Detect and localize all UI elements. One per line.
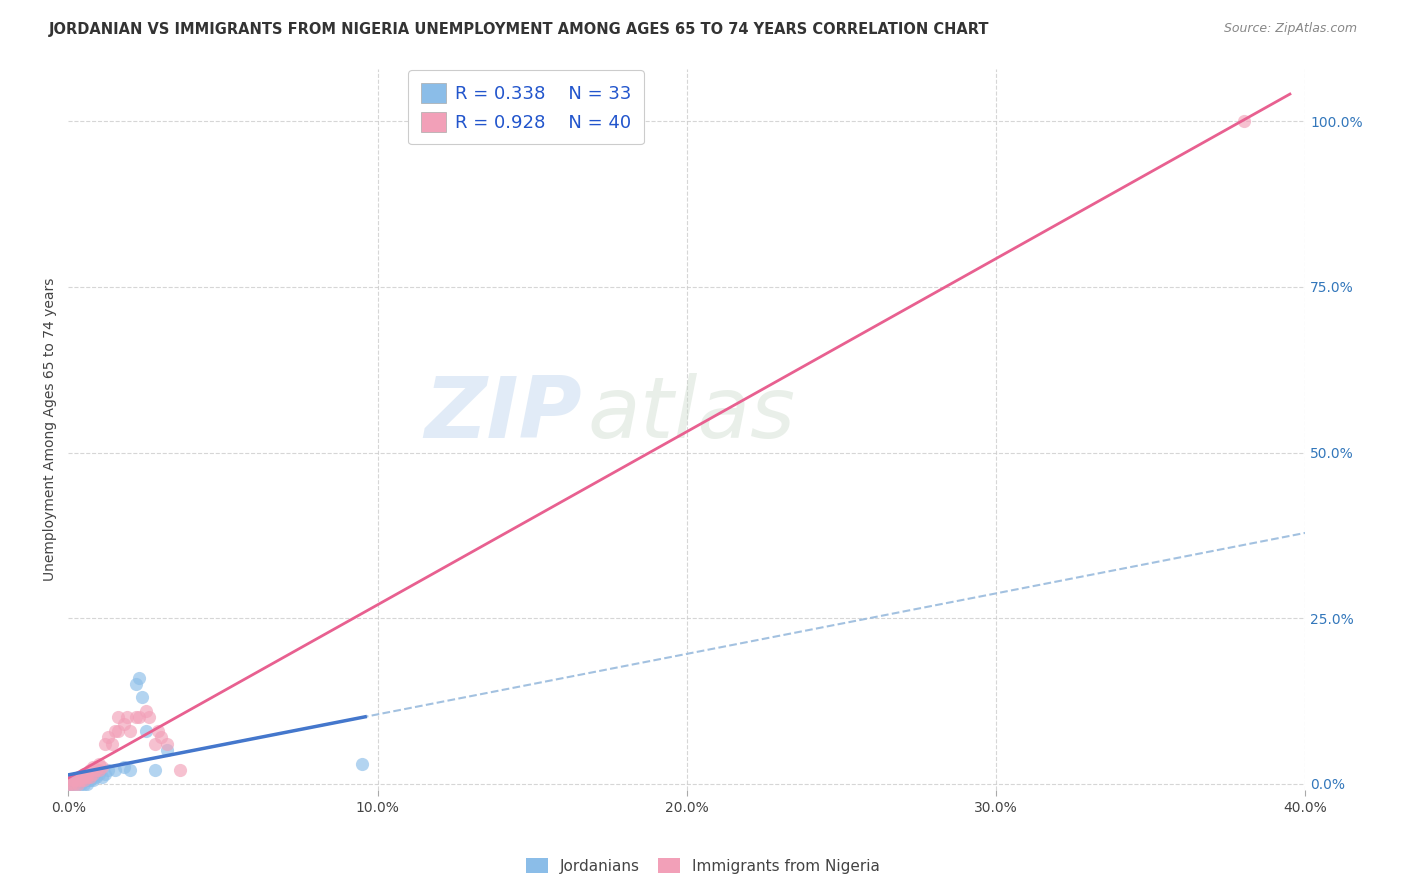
Point (79, 764, 101, 778)
Point (89, 766, 111, 780)
Point (1232, 114, 1254, 128)
Point (91, 770, 114, 784)
Point (146, 723, 169, 738)
Point (76, 770, 98, 784)
Point (107, 710, 129, 724)
Point (73, 776, 96, 790)
Point (97, 764, 120, 778)
Point (89, 756, 111, 771)
Point (94, 766, 117, 780)
Point (66, 773, 89, 788)
Point (76, 766, 98, 780)
Point (73, 773, 96, 788)
Point (58, 776, 80, 790)
Point (112, 760, 135, 774)
Point (76, 773, 98, 788)
Point (143, 764, 166, 778)
Point (125, 710, 148, 724)
Point (125, 677, 148, 691)
Point (63, 776, 86, 790)
Point (84, 764, 107, 778)
Point (66, 773, 89, 788)
Y-axis label: Unemployment Among Ages 65 to 74 years: Unemployment Among Ages 65 to 74 years (44, 277, 58, 581)
Point (97, 730, 120, 744)
Point (156, 743, 179, 757)
Point (120, 764, 142, 778)
Text: Source: ZipAtlas.com: Source: ZipAtlas.com (1223, 22, 1357, 36)
Point (156, 737, 179, 751)
Point (66, 776, 89, 790)
Point (135, 704, 157, 718)
Point (69, 773, 91, 788)
Text: atlas: atlas (588, 374, 796, 457)
Text: ZIP: ZIP (425, 374, 582, 457)
Point (79, 773, 101, 788)
Point (69, 770, 91, 784)
Point (352, 756, 374, 771)
Point (100, 737, 122, 751)
Point (143, 737, 166, 751)
Point (66, 776, 89, 790)
Point (128, 710, 150, 724)
Point (91, 760, 114, 774)
Point (120, 723, 142, 738)
Point (79, 770, 101, 784)
Point (169, 764, 191, 778)
Point (63, 776, 86, 790)
Point (89, 764, 111, 778)
Point (84, 770, 107, 784)
Point (115, 710, 138, 724)
Point (73, 770, 96, 784)
Point (131, 690, 153, 705)
Point (63, 773, 86, 788)
Point (94, 737, 117, 751)
Point (107, 723, 129, 738)
Text: JORDANIAN VS IMMIGRANTS FROM NIGERIA UNEMPLOYMENT AMONG AGES 65 TO 74 YEARS CORR: JORDANIAN VS IMMIGRANTS FROM NIGERIA UNE… (49, 22, 990, 37)
Point (135, 723, 157, 738)
Point (82, 770, 104, 784)
Point (79, 770, 101, 784)
Point (104, 764, 127, 778)
Point (76, 776, 98, 790)
Point (82, 766, 104, 780)
Point (63, 773, 86, 788)
Point (82, 760, 104, 774)
Point (104, 723, 127, 738)
Point (58, 776, 80, 790)
Point (69, 773, 91, 788)
Point (60, 776, 83, 790)
Point (73, 766, 96, 780)
Point (138, 710, 160, 724)
Point (73, 770, 96, 784)
Legend: R = 0.338    N = 33, R = 0.928    N = 40: R = 0.338 N = 33, R = 0.928 N = 40 (408, 70, 644, 145)
Point (73, 773, 96, 788)
Legend: Jordanians, Immigrants from Nigeria: Jordanians, Immigrants from Nigeria (520, 852, 886, 880)
Point (112, 717, 135, 731)
Point (82, 773, 104, 788)
Point (128, 671, 150, 685)
Point (150, 730, 173, 744)
Point (69, 770, 91, 784)
Point (60, 776, 83, 790)
Point (69, 776, 91, 790)
